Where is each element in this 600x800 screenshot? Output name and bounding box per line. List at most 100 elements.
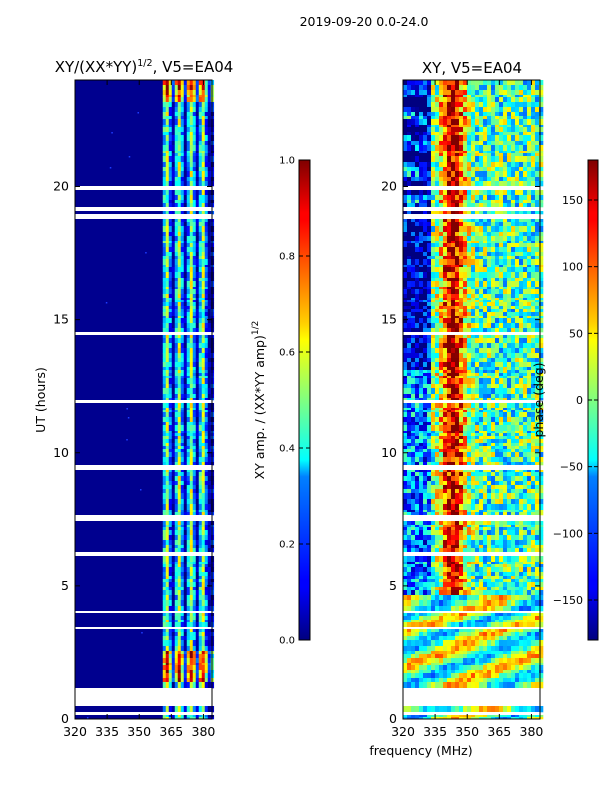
amplitude-cell [168,398,173,401]
phase-cell [491,232,496,237]
amplitude-cell [180,102,185,108]
amplitude-cell [195,272,200,279]
phase-cell [427,236,432,242]
phase-cell [495,376,500,379]
amplitude-cell [171,567,176,573]
phase-cell [463,247,468,253]
amplitude-cell [192,622,197,628]
amplitude-cell [201,151,206,154]
amplitude-cell [204,376,209,379]
phase-cell [519,145,524,152]
amplitude-cell [198,328,203,333]
phase-cell [435,167,440,172]
amplitude-cell [201,673,206,679]
phase-cell [511,323,516,329]
amplitude-speck [86,717,89,719]
amplitude-cell [192,425,197,432]
phase-cell [507,119,512,126]
phase-cell [539,190,544,196]
amplitude-cell [180,367,185,371]
amplitude-cell [168,410,173,413]
amplitude-cell [207,564,212,568]
amplitude-cell [165,431,170,434]
phase-cell [539,287,544,290]
amplitude-cell [183,90,188,96]
phase-cell [511,247,516,253]
amplitude-cell [171,640,176,647]
phase-cell [527,80,532,86]
phase-cell [483,203,488,208]
phase-cell [411,370,416,374]
amplitude-cell [177,259,182,266]
amplitude-cell [162,540,167,546]
amplitude-cell [174,443,179,447]
amplitude-cell [171,590,176,596]
amplitude-cell [180,620,185,623]
phase-cell [487,222,492,227]
phase-cell [491,97,496,103]
phase-cell [539,171,544,178]
amplitude-flag-row [75,515,212,521]
phase-cell [507,306,512,310]
amplitude-cell [207,576,212,580]
amplitude-cell [198,527,203,531]
phase-cell [403,232,408,237]
phase-cell [423,338,428,344]
amplitude-cell [171,153,176,157]
phase-cell [423,312,428,317]
amplitude-cell [195,403,200,409]
amplitude-cell [201,678,206,683]
phase-cell [515,219,520,223]
amplitude-cell [162,298,167,301]
phase-cell [427,278,432,282]
amplitude-cell [162,499,167,505]
phase-cell [479,167,484,172]
phase-cell [443,153,448,157]
phase-cell [419,370,424,374]
phase-cell [427,241,432,244]
amplitude-cell [186,394,191,399]
amplitude-cell [195,706,200,713]
phase-cell [467,195,472,201]
amplitude-cell [207,670,212,674]
amplitude-cell [171,195,176,201]
phase-cell [511,243,516,248]
phase-cell [411,181,416,187]
amplitude-cell [189,658,194,664]
amplitude-cell [201,119,206,126]
amplitude-cell [189,141,194,146]
amplitude-cell [198,278,203,282]
amplitude-cell [174,135,179,142]
amplitude-cell [162,504,167,511]
amplitude-cell [189,102,194,108]
amplitude-cell [189,470,194,473]
phase-cell [407,241,412,244]
phase-cell [407,219,412,223]
amplitude-cell [198,663,203,666]
phase-cell [439,376,444,379]
phase-cell [499,125,504,128]
amplitude-cell [195,177,200,182]
amplitude-cell [207,616,212,621]
phase-cell [419,281,424,288]
phase-cell [431,241,436,244]
amplitude-cell [189,171,194,178]
phase-cell [503,335,508,339]
phase-cell [539,226,544,233]
amplitude-cell [201,556,206,563]
amplitude-cell [183,312,188,317]
phase-cell [491,362,496,368]
amplitude-cell [174,348,179,354]
amplitude-cell [204,457,209,463]
amplitude-cell [198,620,203,623]
phase-cell [427,153,432,157]
phase-cell [467,272,472,279]
amplitude-cell [186,408,191,411]
amplitude-cell [204,504,209,511]
amplitude-cell [165,97,170,103]
amplitude-cell [192,135,197,142]
amplitude-cell [171,510,176,513]
phase-cell [515,116,520,120]
phase-cell [491,358,496,363]
amplitude-cell [186,309,191,313]
